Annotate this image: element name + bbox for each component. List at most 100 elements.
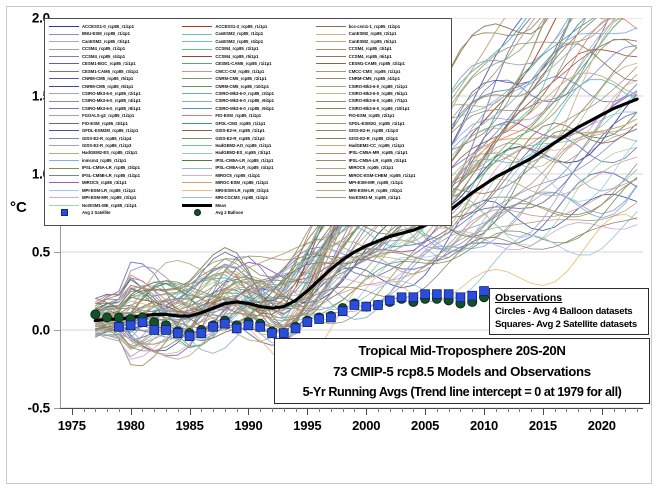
legend-item[interactable]: ACCESS1-3_rcp85_r1i1p1 — [182, 23, 313, 30]
x-tick-minor — [201, 408, 203, 412]
legend-item-label: MIROC-ESM_rcp85_r1i1p1 — [215, 180, 269, 186]
legend-item[interactable]: CSIRO-Mk3-6-0_rcp85_r7i1p1 — [315, 97, 447, 104]
legend-item[interactable]: HadGEM2-AO_rcp85_r1i1p1 — [182, 142, 313, 149]
legend-item[interactable]: GISS-E2-R_rcp85_r1i1p4 — [49, 135, 180, 142]
legend-item-label: CNRM-CM5_rcp85_r2i1p1 — [215, 76, 267, 82]
legend-item[interactable]: GISS-E2-H_rcp85_r1i1p3 — [315, 127, 447, 134]
legend-item[interactable]: MIROC-ESM_rcp85_r1i1p1 — [182, 179, 313, 186]
legend-item[interactable]: CNRM-CM5_rcp85_r2i1p1 — [182, 75, 313, 82]
legend-item[interactable]: CESM1-BGC_rcp85_r1i1p1 — [49, 60, 180, 67]
legend-item[interactable]: CanESM2_rcp85_r2i1p1 — [315, 30, 447, 37]
legend-item[interactable]: IPSL-CM5A-LR_rcp85_r4i1p1 — [182, 164, 313, 171]
legend-item[interactable]: CCSM4_rcp85_r5i1p1 — [182, 53, 313, 60]
legend-column-3: bcc-csm1-1_rcp85_r1i1p1 CanESM2_rcp85_r2i… — [315, 23, 448, 223]
legend-item[interactable]: CCSM4_rcp85_r4i1p1 — [49, 53, 180, 60]
legend-item[interactable]: bcc-csm1-1_rcp85_r1i1p1 — [315, 23, 447, 30]
legend-item[interactable]: CanESM2_rcp85_r5i1p1 — [315, 38, 447, 45]
legend-item-label: IPSL-CM5A-MR_rcp85_r1i1p1 — [348, 150, 408, 156]
legend-item[interactable]: MIROC5_rcp85_r3i1p1 — [49, 179, 180, 186]
legend-item[interactable]: GFDL-ESM2M_rcp85_r1i1p1 — [49, 127, 180, 134]
legend-item[interactable]: MPI-ESM-LR_rcp85_r1i1p1 — [49, 187, 180, 194]
legend-item[interactable]: Avg 2 Satellite — [49, 209, 180, 217]
legend-item[interactable]: GFDL-CM3_rcp85_r1i1p1 — [182, 120, 313, 127]
legend-item[interactable]: CSIRO-Mk3-6-0_rcp85_r10i1p1 — [315, 105, 447, 112]
legend-item[interactable]: CNRM-CM5_rcp85_r4i1p1 — [315, 75, 447, 82]
legend-item[interactable]: GFDL-ESM2G_rcp85_r1i1p1 — [315, 120, 447, 127]
legend-item[interactable]: ACCESS1-0_rcp85_r1i1p1 — [49, 23, 180, 30]
legend-item[interactable]: CNRM-CM5_rcp85_r10i1p1 — [182, 83, 313, 90]
legend-item[interactable]: CanESM2_rcp85_r1i1p1 — [182, 30, 313, 37]
legend-item[interactable]: FGOALS-g2_rcp85_r1i1p1 — [49, 112, 180, 119]
legend-item[interactable]: GISS-E2-H_rcp85_r1i1p1 — [182, 127, 313, 134]
legend-item[interactable]: GISS-E2-R_rcp85_r1i1p2 — [182, 135, 313, 142]
legend-item[interactable]: CNRM-CM5_rcp85_r6i1p1 — [49, 83, 180, 90]
legend-item[interactable]: CanESM2_rcp85_r3i1p1 — [49, 38, 180, 45]
legend-item[interactable]: MRI-ESM-LR_rcp85_r2i1p1 — [182, 187, 313, 194]
legend-color-swatch — [315, 78, 346, 80]
legend-item[interactable]: CCSM4_rcp85_r3i1p1 — [315, 45, 447, 52]
legend-item[interactable]: NorESM1-ME_rcp85_r1i1p1 — [49, 202, 180, 209]
legend-item[interactable]: BNU-ESM_rcp85_r1i1p1 — [49, 30, 180, 37]
legend-item[interactable]: CMCC-CMS_rcp85_r1i1p1 — [315, 68, 447, 75]
legend-item[interactable]: CCSM4_rcp85_r2i1p1 — [182, 45, 313, 52]
legend-item[interactable]: FIO-ESM_rcp85_r2i1p1 — [315, 112, 447, 119]
legend-item[interactable]: FIO-ESM_rcp85_r3i1p1 — [49, 120, 180, 127]
legend-item-label: CNRM-CM5_rcp85_r10i1p1 — [215, 83, 269, 89]
legend-item[interactable]: GISS-E2-R_rcp85_r2i1p1 — [315, 135, 447, 142]
legend-color-swatch — [315, 100, 346, 102]
x-tick-minor — [224, 408, 226, 412]
legend-item-label: GISS-E2-R_rcp85_r2i1p1 — [348, 135, 398, 141]
legend-color-swatch — [182, 145, 213, 147]
legend-item[interactable]: MPI-ESM-MR_rcp85_r3i1p1 — [49, 194, 180, 201]
legend-item[interactable]: MIROC5_rcp85_r1i1p1 — [182, 172, 313, 179]
legend-item[interactable]: IPSL-CM5B-LR_rcp85_r1i1p1 — [49, 172, 180, 179]
legend-item[interactable]: CSIRO-Mk3-6-0_rcp85_r6i1p1 — [182, 97, 313, 104]
legend-item-label: CSIRO-Mk3-6-0_rcp85_r4i1p1 — [82, 98, 141, 104]
legend-item[interactable]: CMCC-CM_rcp85_r1i1p1 — [182, 68, 313, 75]
legend-item[interactable]: CCSM4_rcp85_r6i1p1 — [315, 53, 447, 60]
legend-item-label: HadGEM2-AO_rcp85_r1i1p1 — [215, 143, 272, 148]
legend-item[interactable]: FIO-ESM_rcp85_r1i1p1 — [182, 112, 313, 119]
legend-item[interactable]: IPSL-CM5A-LR_rcp85_r1i1p1 — [182, 157, 313, 164]
y-tick — [54, 330, 60, 331]
legend-item[interactable]: CSIRO-Mk3-6-0_rcp85_r1i1p1 — [315, 83, 447, 90]
legend-item[interactable]: CSIRO-Mk3-6-0_rcp85_r8i1p1 — [49, 105, 180, 112]
legend-item-label: IPSL-CM5A-LR_rcp85_r4i1p1 — [215, 165, 274, 171]
legend-color-swatch — [49, 160, 79, 162]
legend-item[interactable]: MRI-ESM-LR_rcp85_r3i1p1 — [315, 187, 447, 194]
legend-item[interactable]: MIROC-ESM-CHEM_rcp85_r1i1p1 — [315, 172, 447, 179]
legend-item[interactable]: MPI-ESM-MR_rcp85_r1i1p1 — [315, 179, 447, 186]
legend-item[interactable]: inmcm4_rcp85_r1i1p1 — [49, 157, 180, 164]
legend-item[interactable]: HadGEM2-ES_rcp85_r3i1p1 — [182, 149, 313, 156]
model-legend-box: ACCESS1-0_rcp85_r1i1p1 BNU-ESM_rcp85_r1i1… — [44, 18, 452, 226]
legend-item[interactable]: MIROC5_rcp85_r2i1p1 — [315, 164, 447, 171]
legend-item[interactable]: IPSL-CM5A-LR_rcp85_r3i1p1 — [49, 164, 180, 171]
x-tick-minor — [460, 408, 462, 412]
legend-item[interactable]: CSIRO-Mk3-6-0_rcp85_r5i1p1 — [315, 90, 447, 97]
x-axis-line — [60, 408, 643, 409]
legend-item[interactable]: CESM1-CAM5_rcp85_r3i1p1 — [49, 68, 180, 75]
legend-item[interactable]: GISS-E2-R_rcp85_r1i1p3 — [49, 142, 180, 149]
legend-item[interactable]: HadGEM2-ES_rcp85_r2i1p1 — [49, 149, 180, 156]
legend-item[interactable]: CESM1-CAM5_rcp85_r1i1p1 — [182, 60, 313, 67]
legend-item[interactable]: CNRM-CM5_rcp85_r5i1p1 — [49, 75, 180, 82]
legend-item[interactable]: Avg 2 Balloon — [182, 209, 313, 217]
legend-item[interactable]: CSIRO-Mk3-6-0_rcp85_r4i1p1 — [49, 97, 180, 104]
legend-item[interactable]: MRI-CGCM3_rcp85_r1i1p1 — [182, 194, 313, 201]
legend-item-label: CCSM4_rcp85_r5i1p1 — [215, 53, 259, 59]
legend-item[interactable]: CSIRO-Mk3-6-0_rcp85_r9i1p1 — [182, 105, 313, 112]
legend-item[interactable]: NorESM1-M_rcp85_r1i1p1 — [315, 194, 447, 201]
legend-item[interactable]: CSIRO-Mk3-6-0_rcp85_r2i1p1 — [49, 90, 180, 97]
legend-item[interactable]: CESM1-CAM5_rcp85_r2i1p1 — [315, 60, 447, 67]
legend-item-label: GISS-E2-H_rcp85_r1i1p1 — [215, 128, 265, 134]
legend-item[interactable]: CanESM2_rcp85_r4i1p1 — [182, 38, 313, 45]
legend-item[interactable]: CSIRO-Mk3-6-0_rcp85_r3i1p1 — [182, 90, 313, 97]
legend-color-swatch — [49, 55, 79, 57]
legend-item[interactable]: Mean — [182, 202, 313, 209]
legend-item[interactable]: IPSL-CM5A-LR_rcp85_r2i1p1 — [315, 157, 447, 164]
legend-item[interactable]: HadGEM2-CC_rcp85_r1i1p1 — [315, 142, 447, 149]
observations-key-title: Observations — [495, 292, 563, 304]
legend-item[interactable]: IPSL-CM5A-MR_rcp85_r1i1p1 — [315, 149, 447, 156]
legend-item[interactable]: CCSM4_rcp85_r1i1p1 — [49, 45, 180, 52]
x-tick-minor — [83, 408, 85, 412]
